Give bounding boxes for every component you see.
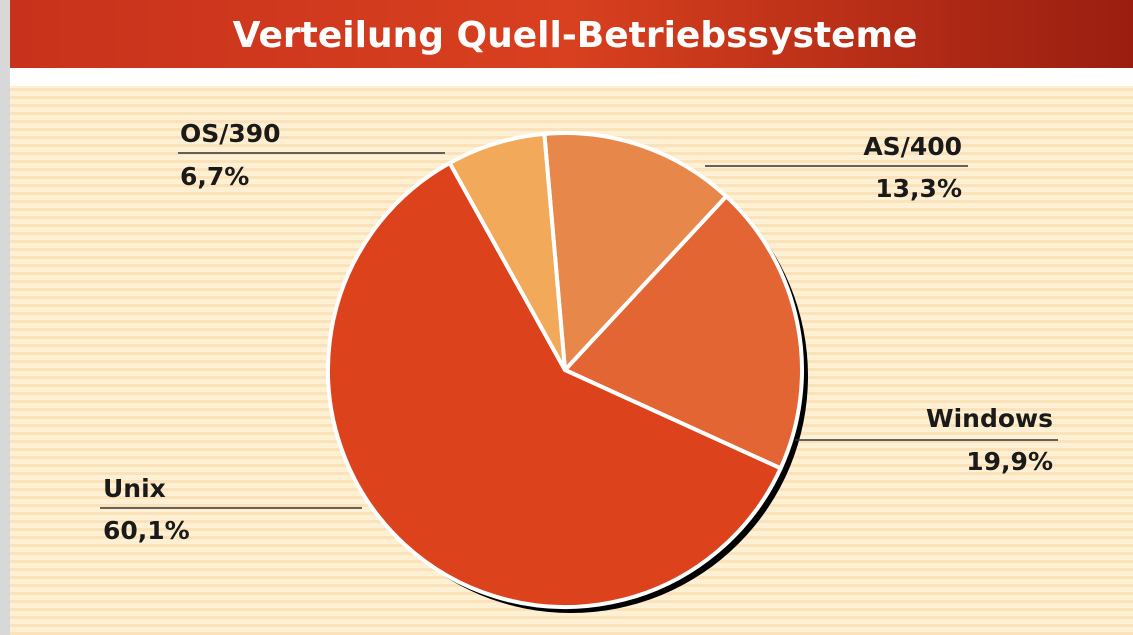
- slice-value-label: 13,3%: [875, 174, 962, 203]
- title-bar: [10, 0, 1133, 68]
- pie-slice: [326, 160, 783, 609]
- slice-label: Unix: [103, 474, 166, 503]
- pie-slice: [447, 131, 567, 372]
- slice-value-label: 60,1%: [103, 516, 190, 545]
- slice-label: OS/390: [180, 119, 281, 148]
- slice-label: Windows: [926, 404, 1053, 433]
- slice-label: AS/400: [863, 132, 962, 161]
- slice-value-label: 19,9%: [966, 447, 1053, 476]
- pie-slice: [542, 131, 729, 372]
- pie-slice: [563, 194, 804, 471]
- slice-value-label: 6,7%: [180, 162, 249, 191]
- separator: [10, 68, 1133, 86]
- chart-title: Verteilung Quell-Betriebssysteme: [233, 15, 918, 56]
